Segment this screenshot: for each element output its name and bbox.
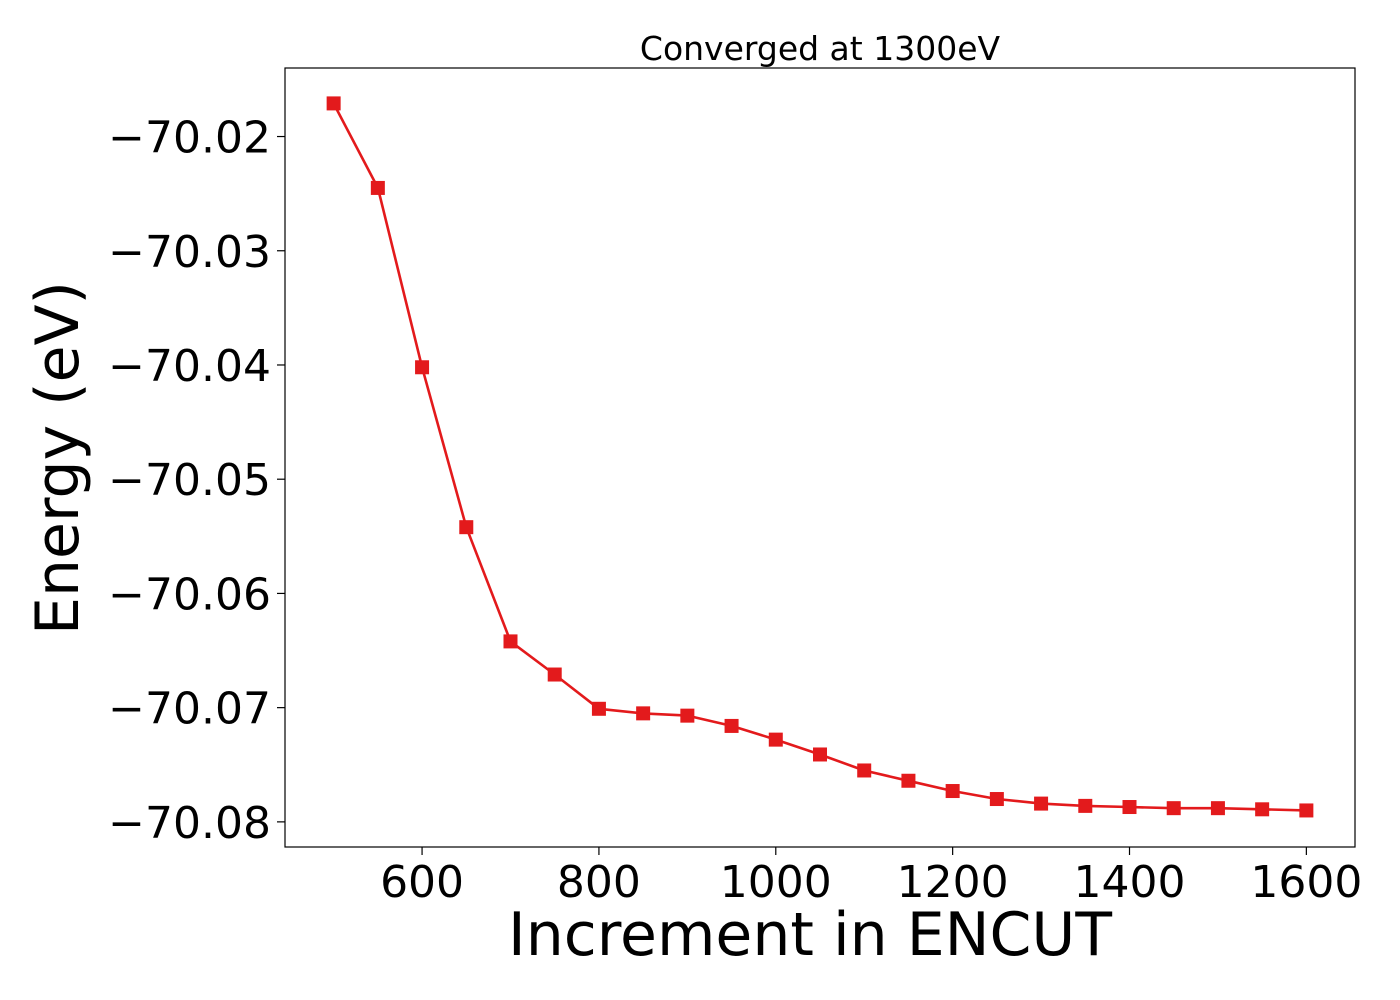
- data-point-marker: [768, 732, 783, 747]
- data-point-marker: [1299, 803, 1314, 818]
- data-point-marker: [724, 718, 739, 733]
- data-point-marker: [901, 773, 916, 788]
- y-tick-label: −70.08: [108, 798, 271, 849]
- x-tick-label: 1000: [720, 857, 832, 908]
- data-point-marker: [326, 96, 341, 111]
- data-point-marker: [680, 708, 695, 723]
- data-point-marker: [1166, 801, 1181, 816]
- y-tick-label: −70.07: [108, 684, 271, 735]
- y-tick-label: −70.02: [108, 113, 271, 164]
- y-axis-ticks: −70.02 −70.03 −70.04 −70.05 −70.06 −70.07 −70.…: [108, 113, 285, 849]
- x-tick-label: 1400: [1074, 857, 1186, 908]
- data-point-marker: [415, 360, 430, 375]
- data-point-marker: [459, 520, 474, 535]
- data-point-marker: [1255, 802, 1270, 817]
- data-point-marker: [857, 763, 872, 778]
- x-axis-ticks: 600 800 1000 1200 1400 1600: [380, 847, 1362, 908]
- x-tick-label: 1600: [1250, 857, 1362, 908]
- data-point-marker: [547, 667, 562, 682]
- data-point-marker: [1078, 798, 1093, 813]
- data-point-marker: [989, 792, 1004, 807]
- data-point-marker: [1210, 801, 1225, 816]
- data-point-marker: [813, 747, 827, 762]
- data-point-marker: [503, 634, 518, 649]
- y-tick-label: −70.04: [108, 341, 271, 392]
- y-tick-label: −70.05: [108, 455, 271, 506]
- x-tick-label: 600: [380, 857, 464, 908]
- plot-area: 600 800 1000 1200 1400 1600 −70.02−70.03−70.0…: [108, 67, 1362, 908]
- data-point-marker: [591, 701, 606, 716]
- axes-frame: [284, 67, 1356, 848]
- series-line: [332, 102, 1307, 812]
- data-point-marker: [1122, 800, 1137, 815]
- y-tick-label: −70.06: [108, 569, 271, 620]
- y-axis-label: Energy (eV): [23, 281, 93, 635]
- chart-title: Converged at 1300eV: [640, 29, 1001, 68]
- x-tick-label: 1200: [897, 857, 1009, 908]
- data-point-marker: [1034, 796, 1049, 811]
- x-tick-label: 800: [557, 857, 641, 908]
- data-point-marker: [370, 180, 385, 195]
- y-tick-label: −70.03: [108, 227, 271, 278]
- series-layer: [326, 96, 1314, 818]
- x-axis-label: Increment in ENCUT: [508, 900, 1112, 970]
- data-point-marker: [945, 784, 960, 799]
- data-point-marker: [636, 706, 651, 721]
